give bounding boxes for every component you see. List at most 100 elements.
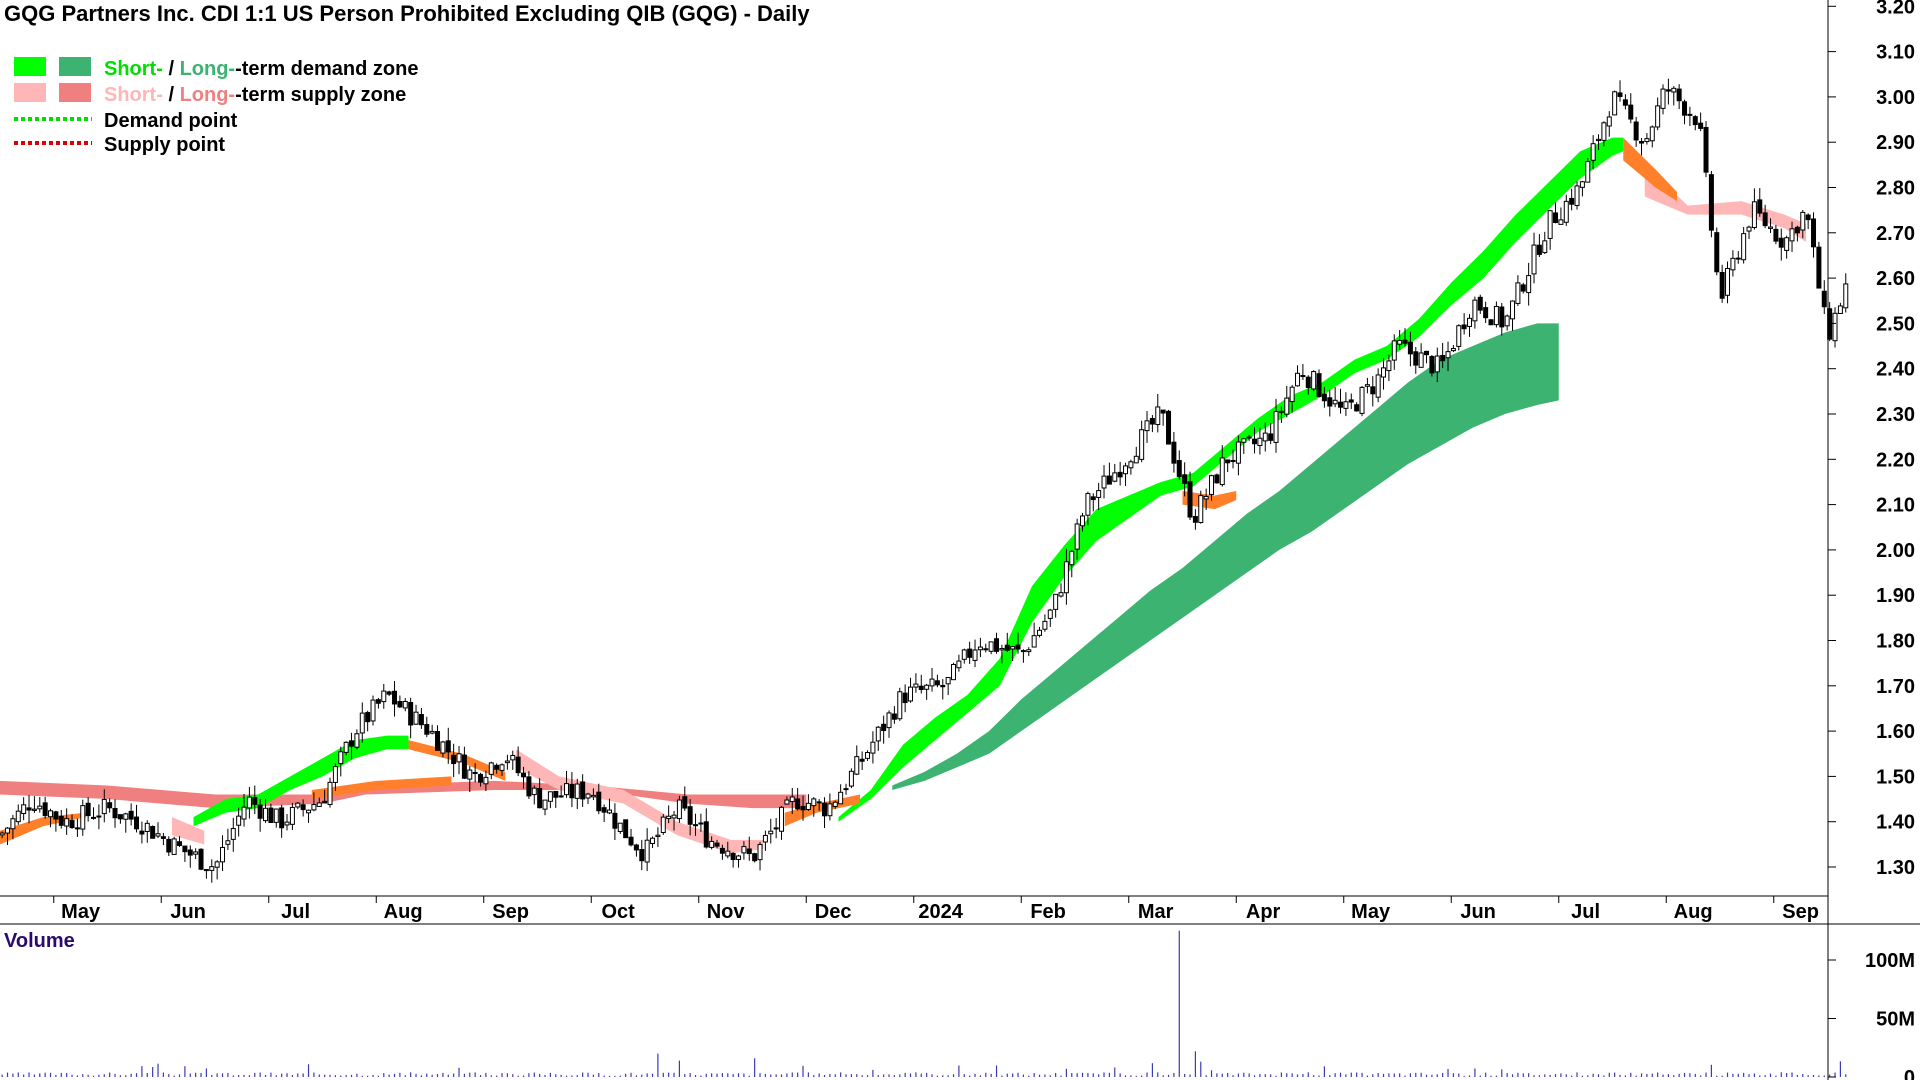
- candle-body-73: [392, 690, 398, 705]
- candle-body-81: [435, 730, 441, 751]
- candle-body-43: [230, 828, 236, 840]
- candle-body-17: [91, 816, 97, 819]
- candle-body-271: [1456, 325, 1462, 347]
- candle-body-272: [1461, 324, 1467, 330]
- candle-body-213: [1144, 420, 1150, 432]
- candle-body-245: [1316, 373, 1322, 398]
- candle-body-10: [53, 811, 59, 820]
- candle-body-32: [171, 838, 177, 855]
- candle-body-223: [1198, 495, 1204, 524]
- candle-body-298: [1601, 122, 1607, 141]
- candle-body-11: [58, 815, 64, 826]
- candle-body-186: [999, 648, 1005, 651]
- candle-body-118: [633, 844, 639, 851]
- candle-body-82: [440, 741, 446, 754]
- candle-body-210: [1128, 461, 1134, 469]
- candle-body-299: [1606, 116, 1612, 127]
- candle-body-192: [1031, 635, 1037, 648]
- candle-body-56: [300, 804, 306, 811]
- y-tick-label-5: 1.80: [1876, 631, 1915, 653]
- candle-body-92: [494, 764, 500, 770]
- candle-body-110: [590, 794, 596, 798]
- candle-body-60: [322, 800, 328, 804]
- candle-body-142: [762, 834, 768, 843]
- candle-body-145: [779, 806, 785, 832]
- x-tick-label-15: Aug: [1674, 901, 1713, 923]
- y-tick-label-9: 2.20: [1876, 449, 1915, 471]
- candle-body-193: [1037, 629, 1043, 636]
- candle-body-128: [687, 806, 693, 825]
- candle-body-136: [730, 852, 736, 861]
- candle-body-327: [1757, 199, 1763, 214]
- candle-body-316: [1698, 122, 1704, 129]
- y-tick-label-18: 3.10: [1876, 42, 1915, 64]
- candle-body-144: [773, 827, 779, 830]
- candle-body-127: [682, 796, 688, 809]
- candle-body-202: [1085, 493, 1091, 516]
- candle-body-106: [569, 783, 575, 799]
- candle-body-304: [1633, 121, 1639, 141]
- candle-body-198: [1063, 561, 1069, 594]
- candle-body-233: [1252, 438, 1258, 445]
- candle-body-265: [1424, 350, 1430, 356]
- candle-body-102: [547, 791, 553, 802]
- y-tick-label-10: 2.30: [1876, 404, 1915, 426]
- candle-body-315: [1692, 116, 1698, 126]
- candle-body-224: [1203, 495, 1209, 500]
- candle-body-323: [1735, 257, 1741, 260]
- candle-body-134: [719, 847, 725, 854]
- candle-body-277: [1488, 319, 1494, 326]
- candle-body-48: [257, 804, 263, 819]
- candle-body-188: [1010, 646, 1016, 650]
- candle-body-240: [1289, 386, 1295, 402]
- candle-body-162: [870, 741, 876, 754]
- candle-body-339: [1821, 290, 1827, 308]
- candle-body-332: [1784, 237, 1790, 251]
- candle-body-261: [1402, 339, 1408, 344]
- candle-body-281: [1510, 300, 1516, 320]
- candle-body-292: [1569, 197, 1575, 205]
- candle-body-232: [1246, 436, 1252, 439]
- volume-tick-label-1: 50M: [1876, 1009, 1915, 1031]
- candle-body-259: [1391, 340, 1397, 361]
- candle-body-195: [1047, 609, 1053, 619]
- candle-body-173: [929, 678, 935, 687]
- candle-body-166: [891, 713, 897, 720]
- candle-body-140: [752, 853, 758, 862]
- candle-body-317: [1703, 126, 1709, 173]
- candle-body-257: [1381, 367, 1387, 378]
- candle-body-129: [693, 824, 699, 827]
- candle-body-227: [1219, 457, 1225, 486]
- candle-body-80: [429, 730, 435, 734]
- candle-body-13: [69, 820, 75, 829]
- candle-body-264: [1418, 352, 1424, 368]
- candle-body-47: [252, 796, 258, 805]
- candle-body-31: [166, 838, 172, 853]
- candle-body-252: [1354, 404, 1360, 412]
- candle-body-291: [1563, 200, 1569, 223]
- candle-body-302: [1622, 99, 1628, 106]
- candle-body-165: [886, 712, 892, 729]
- volume-title: Volume: [4, 930, 75, 952]
- y-tick-label-8: 2.10: [1876, 495, 1915, 517]
- candle-body-319: [1714, 232, 1720, 273]
- legend-swatch-short-supply: [14, 83, 46, 102]
- candle-body-254: [1364, 384, 1370, 387]
- candle-body-84: [451, 754, 457, 765]
- candle-body-98: [526, 776, 532, 797]
- price-axis: 1.30 1.40 1.50 1.60 1.70 1.80 1.90 2.00 2.10 2.20…: [1828, 0, 1915, 879]
- candle-body-19: [101, 798, 107, 815]
- candle-body-215: [1155, 406, 1161, 426]
- candle-body-229: [1230, 459, 1236, 462]
- candle-body-275: [1477, 296, 1483, 311]
- candle-body-279: [1499, 306, 1505, 328]
- candle-body-330: [1773, 228, 1779, 242]
- candle-body-59: [316, 802, 322, 807]
- candle-body-95: [510, 754, 516, 761]
- candle-body-253: [1359, 386, 1365, 414]
- candle-body-238: [1278, 410, 1284, 413]
- candle-body-147: [789, 796, 795, 803]
- candle-body-85: [456, 753, 462, 763]
- candle-body-294: [1579, 181, 1585, 188]
- candle-body-132: [709, 840, 715, 848]
